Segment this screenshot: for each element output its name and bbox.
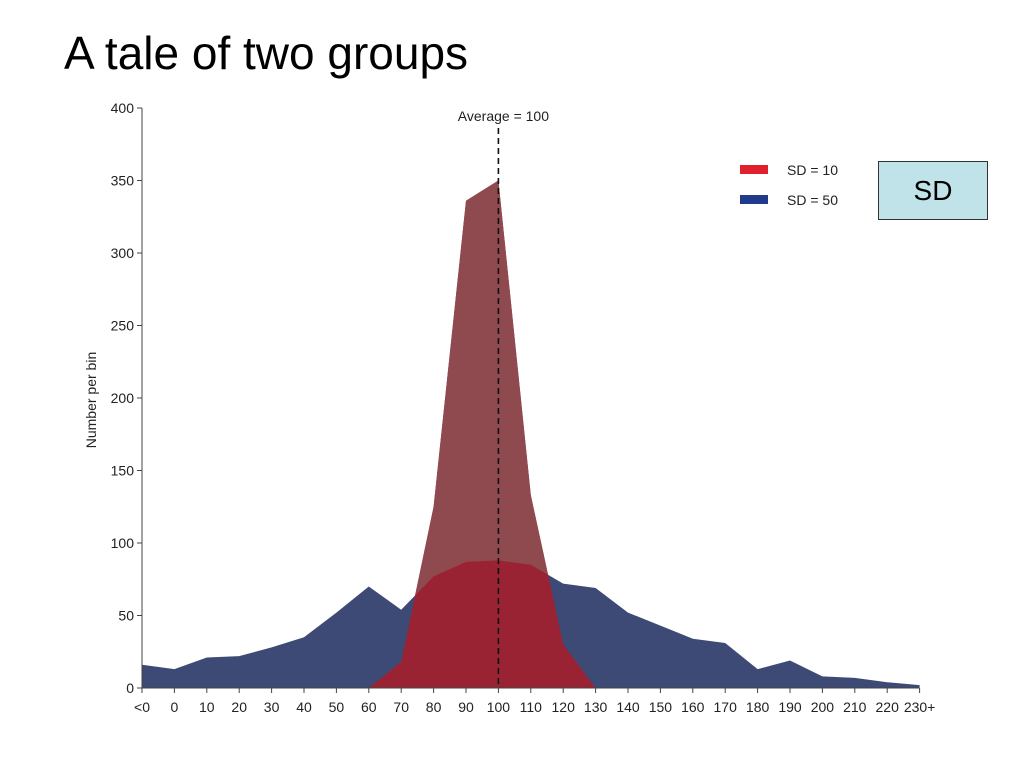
- legend-label-0: SD = 10: [787, 162, 838, 178]
- y-tick-label: 100: [111, 535, 135, 551]
- y-tick-label: 350: [111, 173, 135, 189]
- x-tick-label: 20: [231, 699, 247, 715]
- x-tick-label: 130: [584, 699, 608, 715]
- y-tick-label: 200: [111, 390, 135, 406]
- x-tick-label: 160: [681, 699, 705, 715]
- y-tick-label: 0: [126, 680, 134, 696]
- y-tick-label: 300: [111, 245, 135, 261]
- x-tick-label: 30: [264, 699, 280, 715]
- x-tick-label: 220: [876, 699, 900, 715]
- x-tick-label: 140: [616, 699, 640, 715]
- legend-swatch-0: [740, 165, 768, 174]
- chart-annotations: Average = 100: [458, 108, 549, 688]
- x-tick-label: 190: [778, 699, 802, 715]
- series-sd10-area: [142, 180, 920, 688]
- x-tick-label: 80: [426, 699, 442, 715]
- x-tick-label: 120: [552, 699, 576, 715]
- x-tick-label: 110: [520, 699, 543, 715]
- slide-title: A tale of two groups: [64, 27, 469, 79]
- x-tick-label: 60: [361, 699, 377, 715]
- x-tick-label: 10: [199, 699, 215, 715]
- y-tick-label: 250: [111, 318, 135, 334]
- x-tick-label: 40: [296, 699, 312, 715]
- x-tick-label: 100: [487, 699, 511, 715]
- y-tick-label: 50: [118, 608, 134, 624]
- legend-label-1: SD = 50: [787, 192, 838, 208]
- sd-label-text: SD: [913, 174, 953, 206]
- y-tick-label: 150: [111, 463, 135, 479]
- x-tick-label: 50: [329, 699, 345, 715]
- y-axis-label: Number per bin: [83, 352, 99, 449]
- x-tick-label: 0: [171, 699, 179, 715]
- x-tick-label: 170: [714, 699, 738, 715]
- x-tick-label: 210: [843, 699, 867, 715]
- x-tick-label: 150: [649, 699, 673, 715]
- legend-swatch-1: [740, 195, 768, 204]
- x-tick-label: 200: [811, 699, 835, 715]
- sd-label-box: SD: [878, 161, 988, 220]
- y-tick-label: 400: [111, 100, 135, 116]
- chart-legend: SD = 10 SD = 50: [740, 162, 838, 208]
- x-tick-label: 70: [393, 699, 409, 715]
- average-label: Average = 100: [458, 108, 549, 124]
- x-tick-label: 230+: [904, 699, 936, 715]
- x-tick-label: <0: [134, 699, 150, 715]
- x-tick-label: 90: [458, 699, 474, 715]
- x-tick-label: 180: [746, 699, 770, 715]
- chart-areas: [142, 180, 920, 688]
